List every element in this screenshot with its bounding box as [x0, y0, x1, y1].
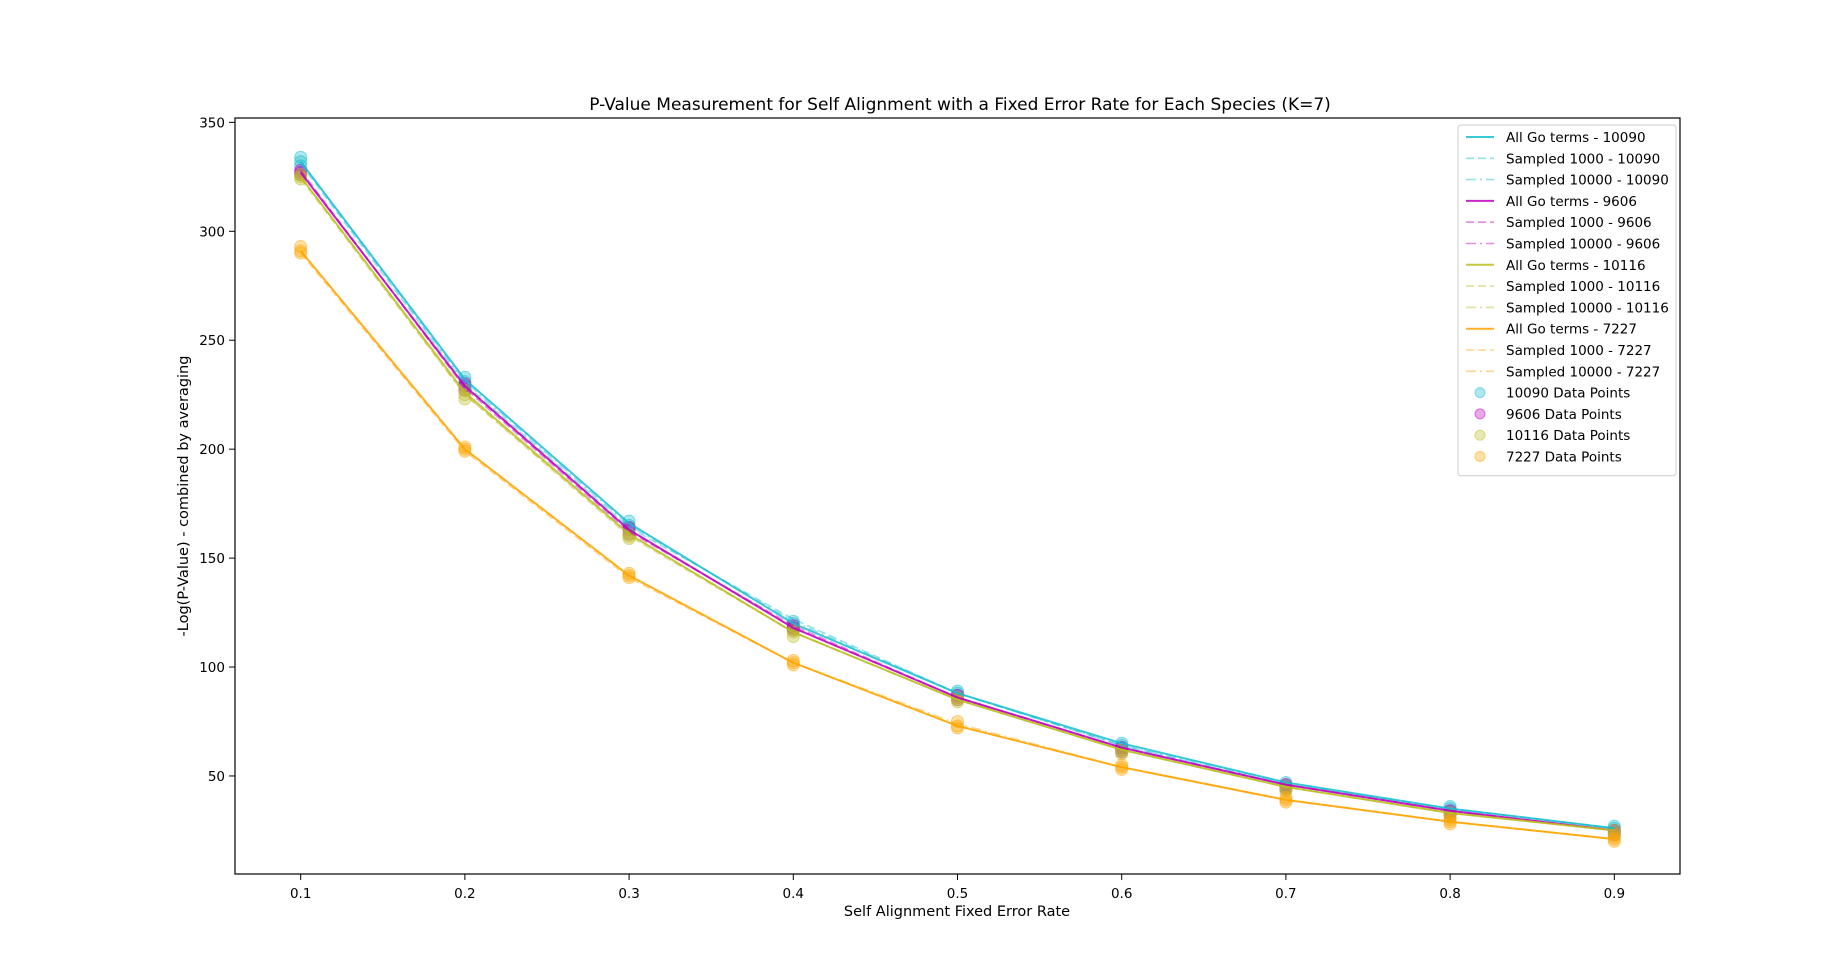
legend-label: Sampled 1000 - 7227 — [1506, 343, 1652, 359]
legend-label: All Go terms - 10116 — [1506, 258, 1646, 274]
legend-item: 7227 Data Points — [1474, 450, 1622, 466]
y-axis-label: -Log(P-Value) - combined by averaging — [176, 356, 192, 637]
x-tick-label: 0.3 — [618, 886, 639, 902]
chart-title: P-Value Measurement for Self Alignment w… — [589, 95, 1331, 115]
y-tick-label: 250 — [199, 333, 225, 349]
data-point — [458, 444, 472, 458]
series-line — [300, 178, 1615, 832]
legend-swatch — [1474, 451, 1486, 462]
data-point — [1279, 795, 1293, 809]
data-point — [1443, 817, 1457, 831]
series-line — [299, 171, 1615, 832]
y-tick-label: 350 — [199, 115, 225, 131]
x-axis-label: Self Alignment Fixed Error Rate — [844, 904, 1070, 920]
series-line — [300, 250, 1615, 840]
legend-label: 10116 Data Points — [1506, 428, 1630, 444]
y-tick-label: 50 — [208, 769, 225, 785]
y-tick-label: 150 — [199, 551, 225, 567]
legend-item: All Go terms - 7227 — [1466, 322, 1637, 338]
x-tick-label: 0.7 — [1275, 886, 1296, 902]
x-tick-label: 0.9 — [1604, 886, 1625, 902]
legend-swatch — [1474, 408, 1486, 420]
axes: 0.1 0.2 0.3 0.4 0.5 0.6 0.7 0.8 0.9 50 100 150 200 25… — [199, 115, 1625, 902]
legend-item: All Go terms - 9606 — [1466, 194, 1637, 210]
legend-label: Sampled 10000 - 10116 — [1506, 300, 1669, 316]
series-line — [299, 250, 1615, 841]
series-line — [300, 169, 1615, 832]
legend-item: 10090 Data Points — [1474, 386, 1630, 402]
legend-item: 10116 Data Points — [1474, 428, 1630, 444]
series-line — [300, 161, 1615, 829]
legend-label: All Go terms - 10090 — [1506, 130, 1646, 146]
data-point — [458, 388, 472, 402]
series-line — [299, 160, 1615, 830]
legend-swatch — [1474, 387, 1486, 399]
legend-item: Sampled 1000 - 9606 — [1466, 215, 1652, 231]
legend-item: 9606 Data Points — [1474, 407, 1622, 423]
legend-label: Sampled 10000 - 9606 — [1506, 237, 1660, 253]
x-tick-label: 0.4 — [783, 886, 804, 902]
legend: All Go terms - 10090 Sampled 1000 - 10090… — [1457, 124, 1677, 477]
legend-item: Sampled 10000 - 10090 — [1466, 173, 1669, 189]
legend-label: Sampled 1000 - 10116 — [1506, 279, 1660, 295]
legend-item: All Go terms - 10090 — [1466, 130, 1646, 146]
x-tick-label: 0.1 — [290, 886, 311, 902]
legend-item: Sampled 1000 - 7227 — [1466, 343, 1652, 359]
legend-item: All Go terms - 10116 — [1466, 258, 1646, 274]
x-tick-label: 0.8 — [1439, 886, 1460, 902]
data-point — [294, 240, 308, 254]
legend-label: Sampled 10000 - 7227 — [1506, 364, 1660, 380]
y-tick-label: 300 — [199, 224, 225, 240]
x-tick-label: 0.2 — [454, 886, 475, 902]
series-line — [300, 163, 1615, 829]
y-tick-label: 100 — [199, 660, 225, 676]
series-line — [300, 176, 1615, 832]
legend-label: Sampled 10000 - 10090 — [1506, 173, 1669, 189]
legend-label: Sampled 1000 - 10090 — [1506, 151, 1660, 167]
series-line — [300, 172, 1615, 832]
legend-label: All Go terms - 7227 — [1506, 322, 1637, 338]
series-line — [300, 252, 1615, 840]
y-tick-label: 200 — [199, 442, 225, 458]
legend-swatch — [1474, 429, 1486, 441]
legend-box — [1457, 124, 1677, 477]
legend-item: Sampled 1000 - 10116 — [1466, 279, 1660, 295]
series-line — [299, 176, 1615, 832]
x-tick-label: 0.6 — [1111, 886, 1132, 902]
data-point — [294, 246, 308, 260]
legend-item: Sampled 10000 - 10116 — [1466, 300, 1669, 316]
legend-label: 7227 Data Points — [1506, 450, 1622, 466]
legend-item: Sampled 10000 - 9606 — [1466, 237, 1660, 253]
data-point — [1607, 834, 1621, 848]
legend-label: Sampled 1000 - 9606 — [1506, 215, 1652, 231]
legend-item: Sampled 1000 - 10090 — [1466, 151, 1660, 167]
legend-item: Sampled 10000 - 7227 — [1466, 364, 1660, 380]
legend-label: 10090 Data Points — [1506, 386, 1630, 402]
plot-area — [294, 150, 1621, 848]
legend-label: All Go terms - 9606 — [1506, 194, 1637, 210]
x-tick-label: 0.5 — [947, 886, 968, 902]
legend-label: 9606 Data Points — [1506, 407, 1622, 423]
